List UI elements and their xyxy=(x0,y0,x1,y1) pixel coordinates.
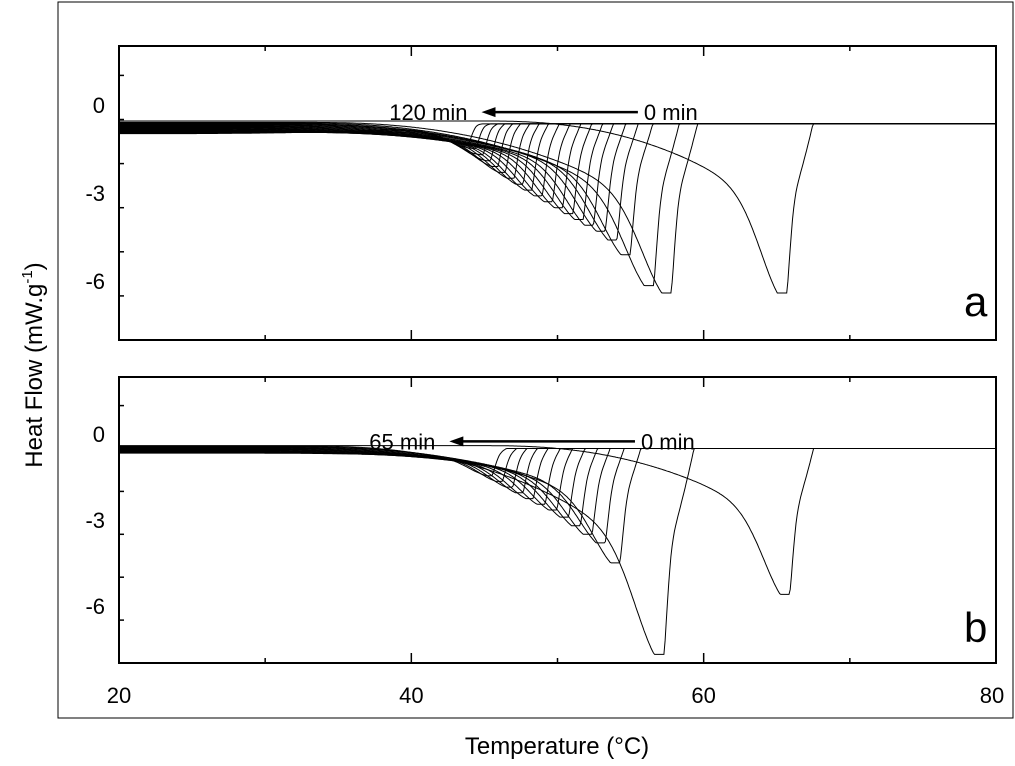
x-axis-title: Temperature (°C) xyxy=(465,733,649,760)
figure-frame xyxy=(57,1,1014,719)
x-tick-labels: 20 40 60 80 xyxy=(107,683,1004,708)
arrow-start-label: 120 min xyxy=(389,100,467,125)
x-tick-label: 40 xyxy=(399,683,423,708)
panel-a-y-ticks: 0 -3 -6 xyxy=(85,74,124,341)
y-axis-title: Heat Flow (mW.g-1) xyxy=(19,262,48,467)
y-axis-title-main: Heat Flow (mW.g xyxy=(21,284,48,468)
panel-a: 0 -3 -6 120 min 0 min a xyxy=(85,45,997,341)
panel-b-x-ticks xyxy=(118,377,997,663)
panel-b-series xyxy=(119,445,996,655)
panel-a-x-ticks xyxy=(118,46,997,340)
panel-a-label: a xyxy=(964,278,988,325)
y-tick-label: -3 xyxy=(85,508,105,533)
arrow-end-label: 0 min xyxy=(644,100,698,125)
arrow-end-label: 0 min xyxy=(641,429,695,454)
dsc-curve-a-20 xyxy=(119,123,996,145)
y-axis-title-close: ) xyxy=(21,262,48,270)
arrow-start-label: 65 min xyxy=(369,429,435,454)
panel-a-annotation: 120 min 0 min xyxy=(389,100,697,125)
panel-b-label: b xyxy=(964,604,987,651)
panel-a-series xyxy=(119,120,996,294)
time-arrow-head xyxy=(449,436,464,447)
x-tick-label: 80 xyxy=(980,683,1004,708)
time-arrow-head xyxy=(481,107,496,118)
dsc-curve-b-13 xyxy=(119,448,996,477)
panel-b-y-ticks: 0 -3 -6 xyxy=(85,404,124,664)
x-tick-label: 20 xyxy=(107,683,131,708)
y-tick-label: 0 xyxy=(93,93,105,118)
y-tick-label: -6 xyxy=(85,594,105,619)
panel-b: 0 -3 -6 65 min 0 min b xyxy=(85,376,997,664)
y-tick-label: 0 xyxy=(93,422,105,447)
y-tick-label: -6 xyxy=(85,269,105,294)
y-axis-title-superscript: -1 xyxy=(19,270,36,283)
x-tick-label: 60 xyxy=(691,683,715,708)
panel-b-annotation: 65 min 0 min xyxy=(369,429,694,454)
y-tick-label: -3 xyxy=(85,181,105,206)
